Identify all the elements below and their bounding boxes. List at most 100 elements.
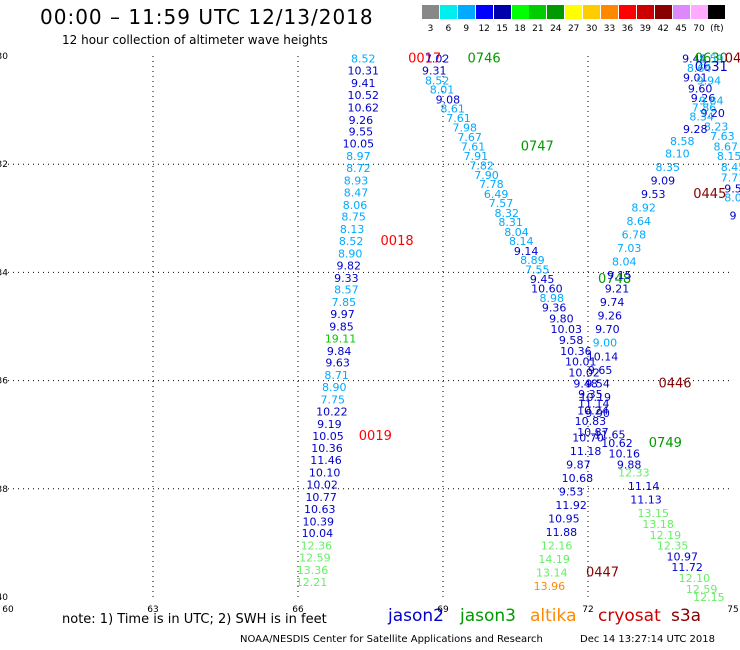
wave-height-label: 9.44 xyxy=(682,53,707,66)
wave-height-label: 8.04 xyxy=(612,256,637,269)
wave-height-label: 8.64 xyxy=(627,215,652,228)
color-scale-swatch xyxy=(511,5,529,19)
legend-item-jason2: jason2 xyxy=(388,606,444,626)
wave-height-label: 8.35 xyxy=(656,161,681,174)
wave-height-label: 10.14 xyxy=(587,350,619,363)
color-scale-label: 42 xyxy=(657,24,669,34)
wave-height-label: 8.64 xyxy=(687,62,712,75)
y-tick-label: -34 xyxy=(0,268,8,278)
wave-height-label: 10.63 xyxy=(304,503,336,516)
wave-height-label: 7.90 xyxy=(474,169,499,182)
wave-height-label: 12.21 xyxy=(296,576,328,589)
wave-height-label: 10.05 xyxy=(312,430,344,443)
wave-height-label: 7.03 xyxy=(617,242,642,255)
wave-height-label: 8.52 xyxy=(425,74,450,87)
footer-note: note: 1) Time is in UTC; 2) SWH is in fe… xyxy=(62,612,327,627)
wave-height-label: 10.70 xyxy=(572,431,604,444)
pass-time-label: 0746 xyxy=(468,52,501,67)
wave-height-label: 10.39 xyxy=(303,515,335,528)
wave-height-label: 12.16 xyxy=(541,540,573,553)
wave-height-label: 9.08 xyxy=(436,93,461,106)
wave-height-label: 8.52 xyxy=(351,53,376,66)
y-tick-label: -32 xyxy=(0,160,8,170)
wave-height-label: 9.87 xyxy=(566,458,591,471)
wave-height-label: 9.97 xyxy=(330,308,355,321)
wave-height-label: 9.14 xyxy=(514,245,539,258)
wave-height-label: 10.03 xyxy=(551,323,583,336)
wave-height-label: 7.63 xyxy=(710,130,735,143)
wave-height-label: 8.67 xyxy=(714,140,739,153)
wave-height-label: 10.68 xyxy=(562,472,594,485)
wave-height-label: 9.63 xyxy=(325,357,350,370)
x-tick-label: 69 xyxy=(437,605,449,615)
wave-height-label: 9.84 xyxy=(699,94,724,107)
wave-height-label: 10.83 xyxy=(575,415,607,428)
wave-height-label: 9.48 xyxy=(573,377,598,390)
wave-height-label: 7.78 xyxy=(479,178,504,191)
color-scale-label: 18 xyxy=(514,24,526,34)
generated-timestamp: Dec 14 13:27:14 UTC 2018 xyxy=(580,634,715,645)
wave-height-label: 8.90 xyxy=(322,381,347,394)
wave-height-label: 7.85 xyxy=(332,296,357,309)
wave-height-label: 10.95 xyxy=(548,513,580,526)
wave-height-label: 11.72 xyxy=(671,561,703,574)
x-tick-label: 66 xyxy=(292,605,304,615)
wave-height-label: 8.45 xyxy=(721,161,740,174)
wave-height-label: 9.36 xyxy=(542,302,567,315)
wave-height-label: 7.82 xyxy=(469,159,494,172)
wave-height-label: 19.11 xyxy=(325,332,357,345)
wave-height-label: 10.19 xyxy=(580,391,612,404)
wave-height-label: 9.45 xyxy=(530,273,555,286)
wave-height-label: 14.19 xyxy=(538,553,570,566)
wave-height-label: 7.67 xyxy=(457,131,482,144)
wave-height-label: 11.46 xyxy=(310,454,342,467)
wave-height-label: 8.01 xyxy=(430,84,455,97)
wave-height-label: 10.52 xyxy=(348,89,380,102)
wave-height-label: 8.89 xyxy=(520,254,545,267)
wave-height-label: 8.72 xyxy=(346,162,371,175)
pass-time-label: 0749 xyxy=(649,436,682,451)
wave-height-label: 9.20 xyxy=(700,107,725,120)
wave-height-label: 11.88 xyxy=(546,526,578,539)
wave-height-label: 10.36 xyxy=(560,345,592,358)
wave-height-label: 8.04 xyxy=(504,226,529,239)
wave-height-label: 7.98 xyxy=(453,121,478,134)
color-scale-swatch xyxy=(672,5,690,19)
wave-height-label: 12.15 xyxy=(693,591,725,604)
x-tick-label: 63 xyxy=(147,605,158,615)
wave-height-label: 10.62 xyxy=(348,101,380,114)
wave-height-label: 9.5 xyxy=(724,183,740,196)
wave-height-label: 9.53 xyxy=(559,486,584,499)
wave-height-label: 12.10 xyxy=(679,572,711,585)
wave-height-label: 8.58 xyxy=(670,135,695,148)
color-scale-label: 9 xyxy=(463,24,470,34)
wave-height-label: 10.22 xyxy=(316,405,348,418)
color-scale-swatch xyxy=(618,5,636,19)
wave-height-label: 7.57 xyxy=(489,197,514,210)
wave-height-label: 9.35 xyxy=(578,388,603,401)
wave-height-label: 11.14 xyxy=(578,397,610,410)
wave-height-label: 7.55 xyxy=(525,264,550,277)
wave-height-label: 10.60 xyxy=(531,283,563,296)
color-scale-label: 27 xyxy=(567,24,580,34)
wave-height-label: 9.53 xyxy=(641,188,666,201)
chart-header: 00:00 – 11:59 UTC 12/13/2018 12 hour col… xyxy=(0,0,740,50)
color-scale-swatch xyxy=(439,5,457,19)
wave-height-label: 13.18 xyxy=(642,518,674,531)
wave-height-label: 12.36 xyxy=(301,540,333,553)
wave-height-label: 10.10 xyxy=(309,467,341,480)
wave-height-label: 9.26 xyxy=(349,114,374,127)
wave-height-label: 8.93 xyxy=(344,174,369,187)
color-scale-swatch xyxy=(457,5,475,19)
pass-time-label: 0748 xyxy=(598,272,631,287)
legend-item-jason3: jason3 xyxy=(460,606,516,626)
color-scale-label: 36 xyxy=(621,24,634,34)
wave-height-label: 8.90 xyxy=(338,247,363,260)
pass-time-label: 0630 xyxy=(695,52,728,67)
wave-height-label: 13.15 xyxy=(638,507,670,520)
pass-time-label: 0446 xyxy=(658,376,691,391)
pass-time-label: 0447 xyxy=(586,566,619,581)
color-scale-label: 39 xyxy=(639,24,652,34)
wave-height-label: 11.92 xyxy=(555,499,587,512)
color-scale-label: 45 xyxy=(675,24,687,34)
